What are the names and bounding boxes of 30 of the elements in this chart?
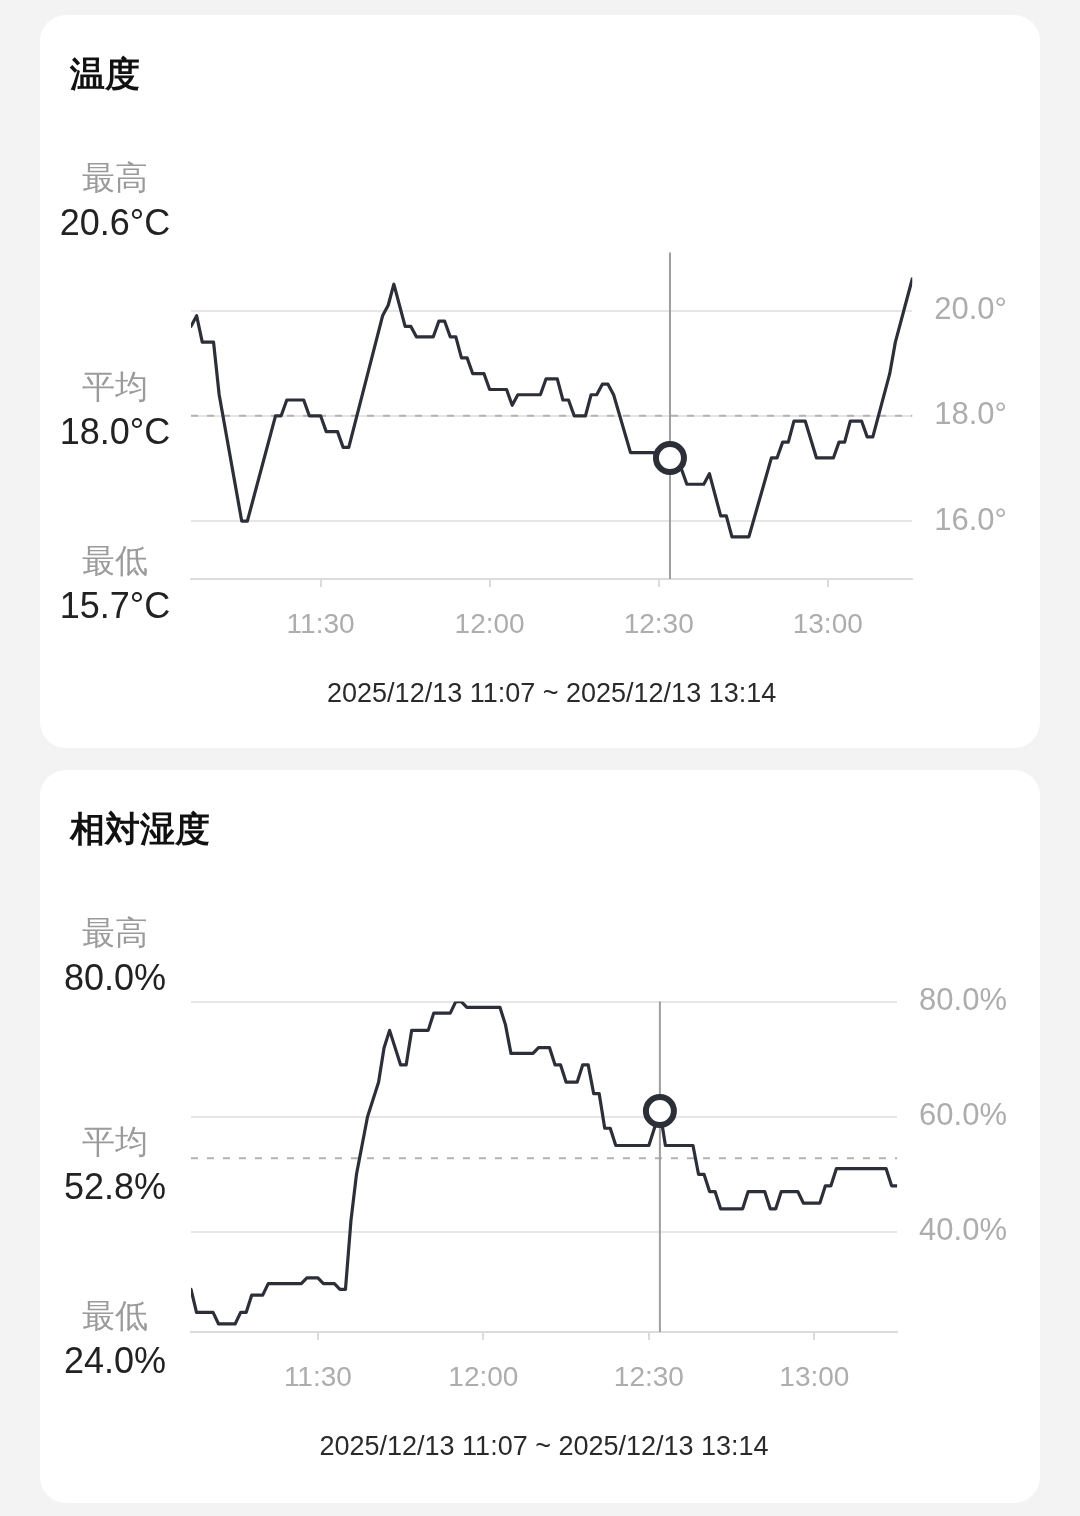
text: 最高 [82,158,148,198]
x-tick-label: 11:30 [286,607,355,639]
x-tick-label: 12:30 [613,1360,684,1392]
y-tick-label: 16.0° [934,501,1007,537]
x-tick-label: 13:00 [779,1360,850,1392]
text: 24.0% [63,1340,167,1381]
x-axis-title: 2025/12/13 11:07 ~ 2025/12/13 13:14 [319,1431,769,1462]
text: 平均 [82,367,148,407]
y-tick-label: 40.0% [919,1212,1008,1248]
chart-title: 相対湿度 [70,808,210,850]
text: 最低 [82,1296,148,1336]
x-tick-label: 13:00 [792,607,863,639]
text: 平均 [82,1122,148,1162]
text: 52.8% [63,1166,167,1207]
text: 20.6°C [59,202,171,243]
y-tick-label: 20.0° [934,291,1007,327]
x-tick-label: 11:30 [283,1360,352,1392]
text: 最高 [82,913,148,953]
text: 80.0% [63,957,167,998]
x-axis-title: 2025/12/13 11:07 ~ 2025/12/13 13:14 [327,678,777,709]
x-tick-label: 12:00 [448,1360,519,1392]
x-tick-label: 12:00 [454,607,525,639]
text: 15.7°C [59,585,171,626]
y-tick-label: 18.0° [934,396,1007,432]
text: 18.0°C [59,411,171,452]
y-tick-label: 80.0% [919,982,1008,1018]
x-tick-label: 12:30 [623,607,694,639]
chart-title: 温度 [70,53,140,95]
y-tick-label: 60.0% [919,1097,1008,1133]
text: 最低 [82,541,148,581]
